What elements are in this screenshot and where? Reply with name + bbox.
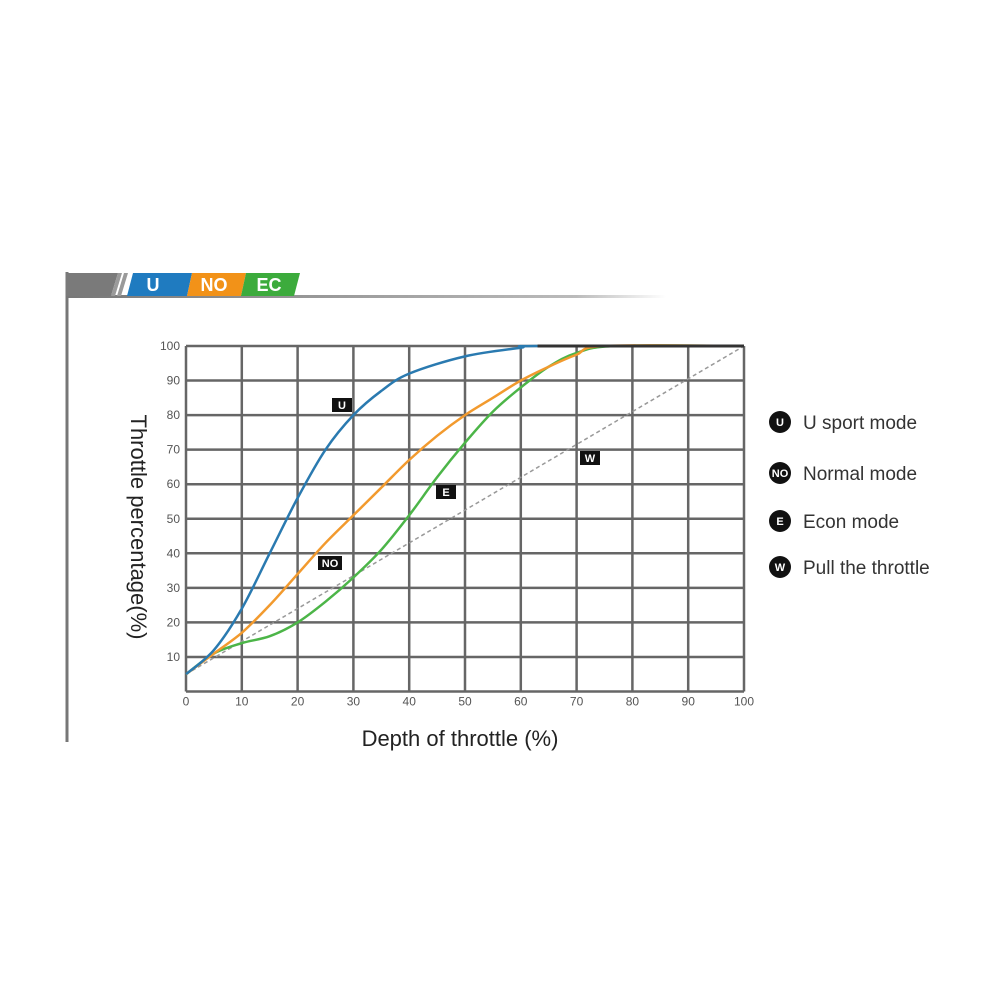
- y-axis-label: Throttle percentage(%): [126, 415, 151, 640]
- svg-text:E: E: [776, 516, 783, 528]
- y-tick-label: 60: [167, 477, 181, 491]
- banner-tab-ec-label: EC: [256, 275, 281, 295]
- legend-item-w: W Pull the throttle: [769, 556, 930, 579]
- x-tick-label: 30: [347, 695, 361, 709]
- x-tick-label: 40: [403, 695, 417, 709]
- y-tick-label: 100: [160, 339, 180, 353]
- legend-label: Normal mode: [803, 464, 917, 485]
- y-tick-label: 10: [167, 650, 181, 664]
- series-tag-e: E: [436, 485, 456, 499]
- series-lines: [185, 344, 745, 676]
- y-tick-label: 80: [167, 408, 181, 422]
- legend-label: Econ mode: [803, 512, 899, 533]
- x-tick-label: 50: [458, 695, 472, 709]
- series-tag-no: NO: [318, 556, 342, 570]
- series-line-w: [185, 345, 745, 675]
- banner-stripe: [111, 273, 122, 296]
- banner-tab-no: [187, 273, 246, 296]
- legend-label: U sport mode: [803, 413, 917, 434]
- tick-labels: 0 10 20 30 40 50 60 70 80 90 100 10 20 30 40 50 60 70 80 90…: [160, 339, 754, 709]
- y-tick-label: 40: [167, 546, 181, 560]
- series-tags: U NO E W: [318, 398, 600, 570]
- x-tick-label: 70: [570, 695, 584, 709]
- x-tick-label: 90: [682, 695, 696, 709]
- banner-tab-u-label: U: [147, 275, 160, 295]
- svg-text:NO: NO: [322, 558, 339, 570]
- svg-text:U: U: [338, 400, 346, 412]
- svg-text:U: U: [776, 417, 784, 429]
- series-tag-u: U: [332, 398, 352, 412]
- svg-text:E: E: [442, 487, 449, 499]
- svg-text:NO: NO: [772, 468, 789, 480]
- legend: U U sport mode NO Normal mode E Econ mode W Pul…: [769, 411, 930, 579]
- banner-gray-block: [66, 273, 118, 296]
- series-line-u: [185, 344, 745, 676]
- legend-item-u: U U sport mode: [769, 411, 917, 434]
- y-tick-label: 90: [167, 374, 181, 388]
- banner-tab-ec: [241, 273, 300, 296]
- svg-text:W: W: [775, 562, 786, 574]
- legend-item-no: NO Normal mode: [769, 462, 917, 485]
- x-tick-label: 0: [183, 695, 190, 709]
- y-tick-label: 70: [167, 443, 181, 457]
- frame-top-line: [66, 295, 666, 298]
- legend-badge-icon: [769, 556, 791, 578]
- x-tick-label: 20: [291, 695, 305, 709]
- series-line-e: [185, 344, 745, 676]
- legend-badge-icon: [769, 462, 791, 484]
- banner-tab-no-label: NO: [201, 275, 228, 295]
- x-tick-label: 100: [734, 695, 754, 709]
- legend-badge-icon: [769, 510, 791, 532]
- svg-text:W: W: [585, 453, 596, 465]
- y-tick-label: 30: [167, 581, 181, 595]
- series-line-no: [185, 344, 745, 676]
- x-tick-label: 60: [514, 695, 528, 709]
- grid: [184, 344, 746, 693]
- legend-label: Pull the throttle: [803, 558, 930, 579]
- banner-stripe: [117, 273, 128, 296]
- x-tick-label: 80: [626, 695, 640, 709]
- y-tick-label: 50: [167, 512, 181, 526]
- series-tag-w: W: [580, 451, 600, 465]
- banner-tab-u: [127, 273, 192, 296]
- legend-item-e: E Econ mode: [769, 510, 899, 533]
- legend-badge-icon: [769, 411, 791, 433]
- x-tick-label: 10: [235, 695, 249, 709]
- y-tick-label: 20: [167, 615, 181, 629]
- x-axis-label: Depth of throttle (%): [362, 726, 559, 751]
